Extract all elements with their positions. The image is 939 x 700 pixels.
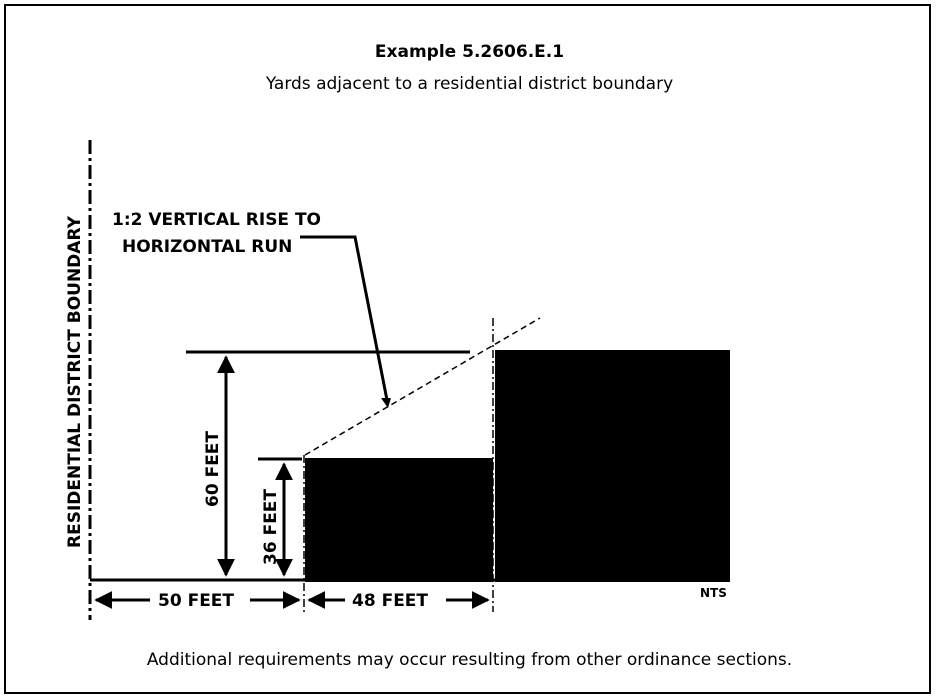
diagram-title: Example 5.2606.E.1 [374,42,565,62]
slope-label-line1: 1:2 VERTICAL RISE TO [112,210,321,230]
boundary-label: RESIDENTIAL DISTRICT BOUNDARY [65,215,85,548]
diagram-frame [4,4,931,694]
width-48-label: 48 FEET [352,591,428,611]
tall-building [495,350,730,582]
diagram-footnote: Additional requirements may occur result… [146,650,793,670]
height-36-label: 36 FEET [261,489,281,565]
slope-callout-leader [300,235,389,401]
slope-label-line2: HORIZONTAL RUN [122,237,292,257]
lower-building [305,458,493,582]
scale-note: NTS [700,586,727,600]
slope-line [304,317,541,456]
height-60-label: 60 FEET [203,431,223,507]
width-50-label: 50 FEET [158,591,234,611]
slope-callout-arrowhead [381,398,391,408]
diagram-subtitle: Yards adjacent to a residential district… [265,74,674,94]
